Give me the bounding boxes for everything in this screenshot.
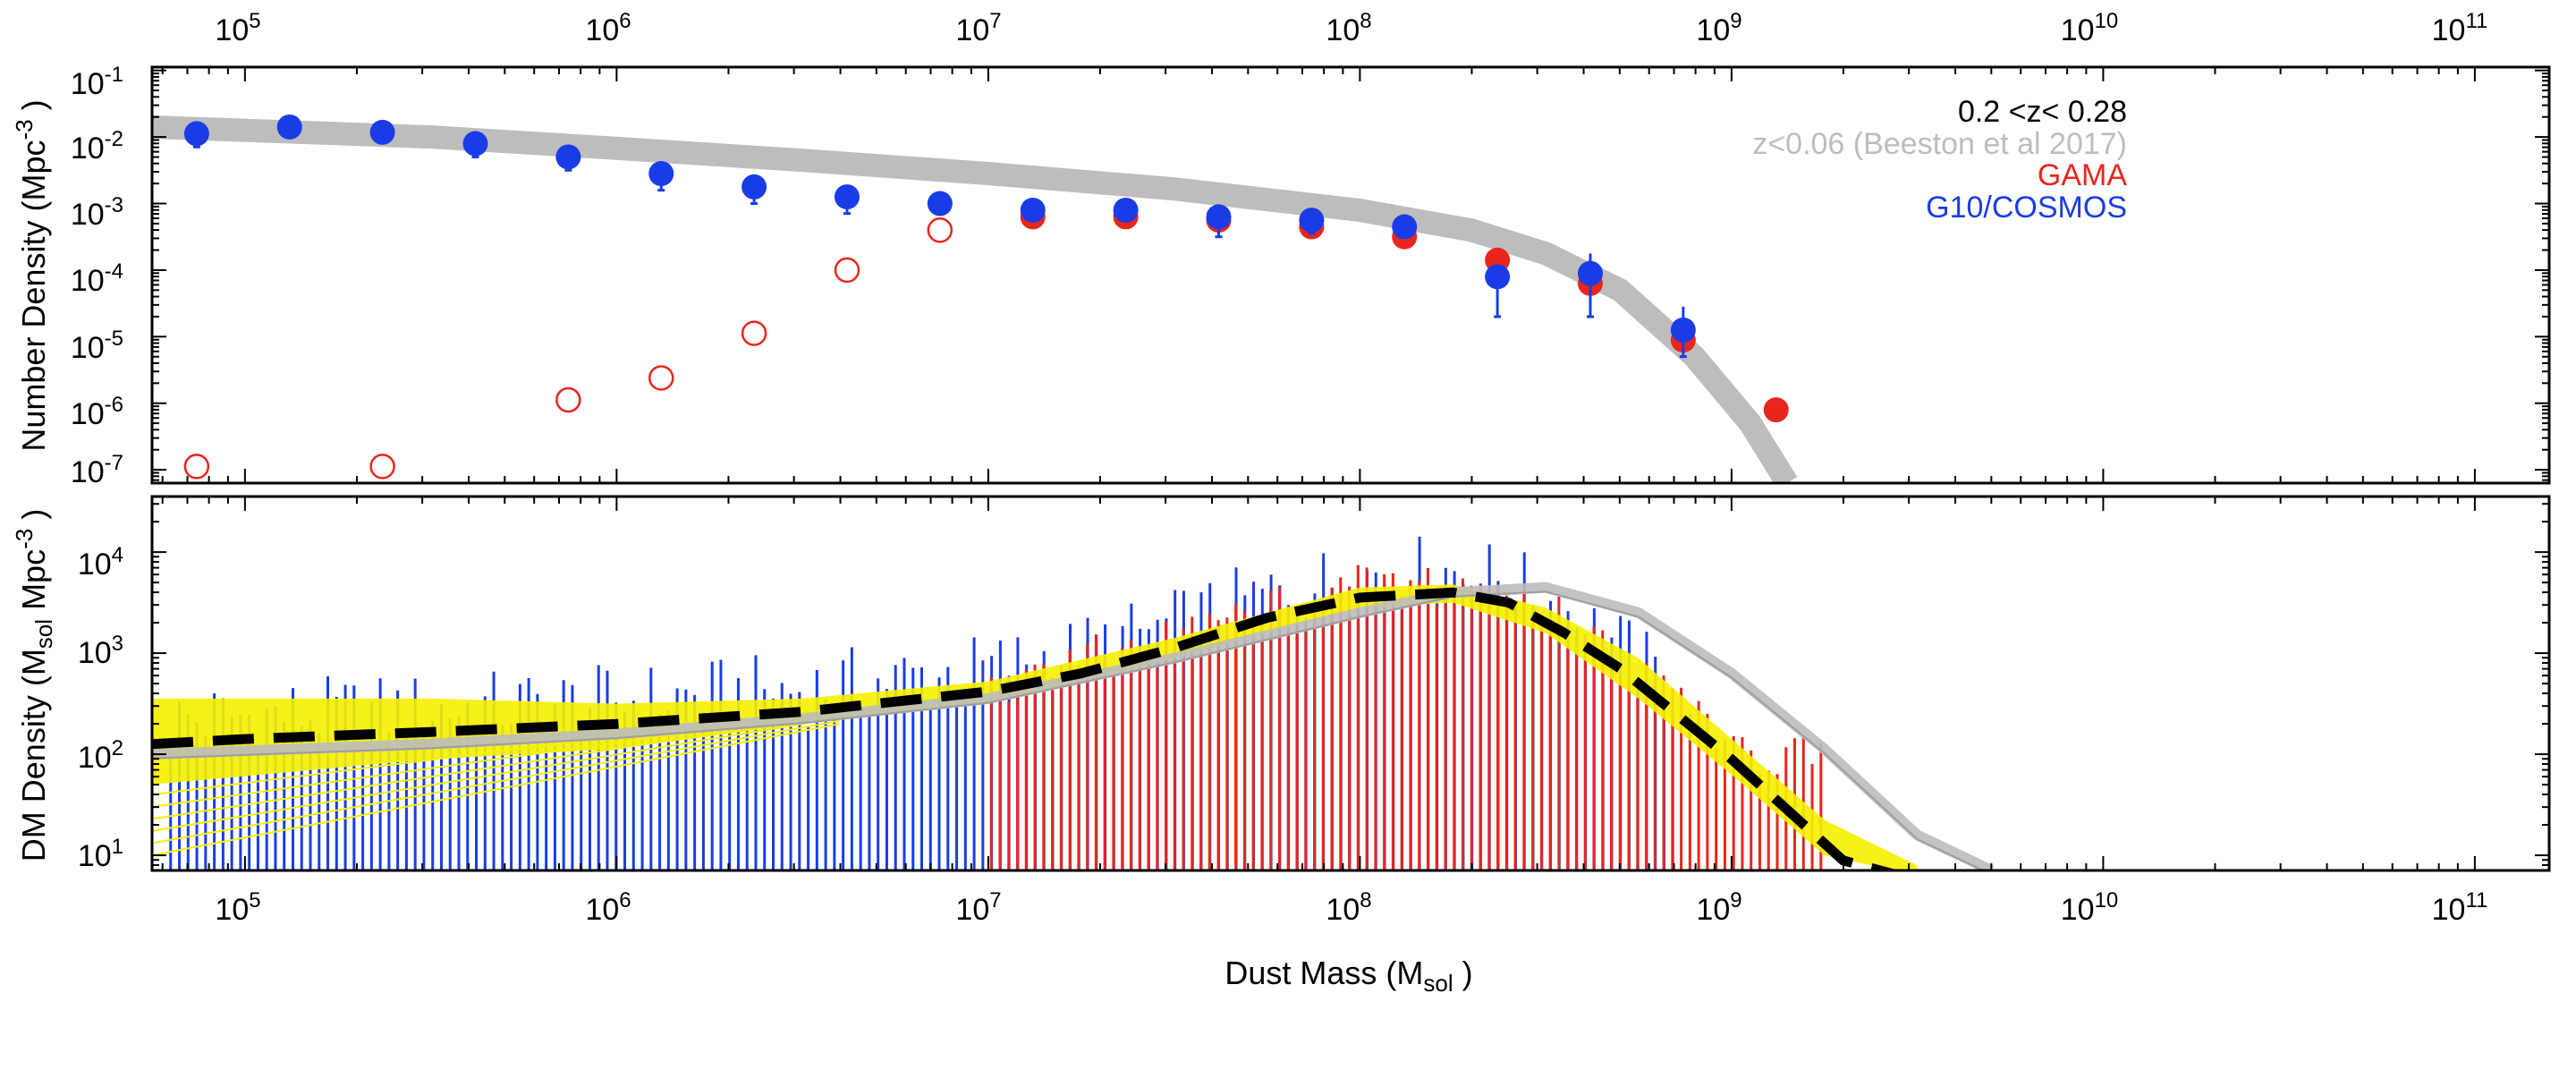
y-tick-label-bottom: 102	[78, 736, 123, 775]
x-tick-label-bottom: 1011	[2432, 888, 2488, 927]
bottom-sample-bars	[169, 536, 1823, 870]
data-point	[276, 114, 302, 140]
y-tick-label-bottom: 103	[78, 632, 123, 670]
legend-gama-label: GAMA	[2038, 158, 2127, 192]
x-tick-label-top: 109	[1696, 9, 1741, 47]
x-axis-ticks	[161, 67, 2476, 870]
data-point	[462, 131, 488, 157]
fit-sample-line	[152, 717, 840, 832]
y-tick-label-top: 10-5	[71, 327, 123, 365]
x-tick-label-top: 106	[585, 9, 631, 47]
legend: 0.2 <z< 0.28 z<0.06 (Beeston et al 2017)…	[1752, 95, 2127, 225]
data-point-open	[369, 454, 395, 480]
data-point	[1206, 204, 1232, 230]
x-tick-label-bottom: 107	[955, 888, 1001, 927]
bottom-reference-fit	[152, 581, 1995, 870]
data-point-open	[183, 454, 210, 480]
legend-g10cosmos-label: G10/COSMOS	[1926, 191, 2127, 225]
y-tick-labels-top: 10-1 10-2 10-3 10-4 10-5 10-6 10-7	[71, 63, 123, 489]
bottom-y-axis-title: DM Density (Msol Mpc-3 )	[11, 509, 57, 862]
y-tick-label-top: 10-1	[71, 63, 123, 101]
y-tick-label-top: 10-6	[71, 393, 123, 431]
data-point	[555, 144, 581, 170]
fit-sample-line	[152, 714, 840, 820]
x-tick-label-top: 1010	[2061, 9, 2119, 47]
x-tick-label-bottom: 105	[215, 888, 260, 927]
x-tick-label-top: 1011	[2432, 9, 2488, 47]
fit-sample-line	[152, 719, 840, 845]
data-point	[1763, 397, 1789, 423]
top-panel-frame	[150, 65, 2551, 485]
data-point-open	[834, 257, 860, 284]
legend-beeston-label: z<0.06 (Beeston et al 2017)	[1752, 127, 2127, 161]
top-reference-fit	[152, 115, 1798, 483]
top-data-points	[183, 114, 1789, 480]
data-point	[1392, 214, 1418, 240]
x-tick-labels-top: 105 106 107 108 109 1010 1011	[215, 9, 2487, 47]
y-tick-label-bottom: 104	[78, 543, 123, 581]
y-tick-label-top: 10-2	[71, 127, 123, 166]
top-reference-fit-band	[152, 115, 1798, 483]
bottom-y-axis-ticks	[152, 503, 2549, 867]
y-tick-label-top: 10-7	[71, 451, 123, 489]
x-tick-labels-bottom: 105 106 107 108 109 1010 1011	[215, 888, 2487, 927]
data-point	[1113, 197, 1139, 223]
fit-sample-line	[152, 723, 840, 857]
data-point-open	[648, 365, 674, 391]
data-point	[927, 191, 953, 216]
y-tick-labels-bottom: 101 102 103 104	[78, 543, 123, 873]
y-tick-label-top: 10-4	[71, 259, 123, 298]
data-point-open	[927, 217, 953, 243]
fit-uncertainty-band	[152, 584, 1918, 870]
y-tick-label-bottom: 101	[78, 835, 123, 873]
bottom-reference-fit-edge	[152, 590, 1986, 870]
data-point	[834, 184, 860, 210]
bottom-fit-curves	[152, 581, 1995, 870]
data-point-open	[555, 386, 581, 413]
data-point	[369, 119, 395, 145]
x-tick-label-bottom: 108	[1326, 888, 1371, 927]
top-y-axis-ticks	[152, 69, 2549, 481]
data-point	[648, 161, 674, 187]
x-axis-title: Dust Mass (Msol )	[1224, 955, 1472, 997]
data-point	[1299, 208, 1325, 233]
data-point	[1020, 197, 1046, 223]
legend-redshift-label: 0.2 <z< 0.28	[1958, 95, 2127, 129]
data-point	[183, 121, 209, 147]
x-tick-label-top: 108	[1326, 9, 1371, 47]
y-tick-label-top: 10-3	[71, 193, 123, 232]
x-tick-label-bottom: 106	[585, 888, 631, 927]
data-point	[1485, 264, 1511, 290]
data-point-open	[741, 320, 767, 346]
data-point	[1578, 260, 1603, 286]
data-point	[741, 174, 767, 199]
data-point	[1670, 317, 1696, 343]
x-tick-label-top: 105	[215, 9, 260, 47]
x-tick-label-bottom: 1010	[2061, 888, 2119, 927]
best-fit-dashed-line	[152, 587, 1900, 870]
top-y-axis-title: Number Density (Mpc-3 )	[11, 99, 52, 451]
x-tick-label-top: 107	[955, 9, 1001, 47]
x-tick-label-bottom: 109	[1696, 888, 1741, 927]
